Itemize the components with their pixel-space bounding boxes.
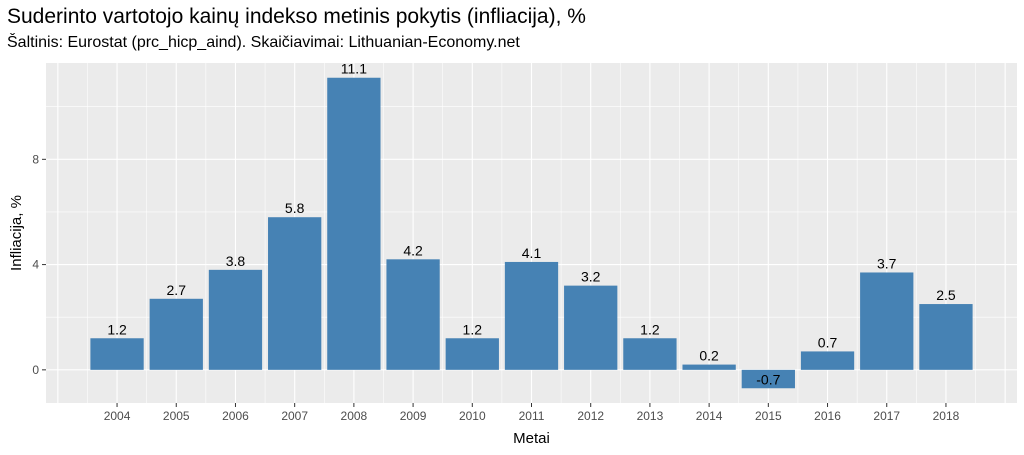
bar-label-2007: 5.8 bbox=[285, 200, 305, 216]
chart-subtitle: Šaltinis: Eurostat (prc_hicp_aind). Skai… bbox=[7, 34, 520, 51]
bar-2007 bbox=[268, 217, 322, 370]
x-tick-label: 2005 bbox=[163, 409, 190, 423]
x-tick-label: 2009 bbox=[400, 409, 427, 423]
bar-label-2018: 2.5 bbox=[936, 287, 956, 303]
bar-2011 bbox=[504, 261, 559, 370]
bar-label-2011: 4.1 bbox=[522, 245, 542, 261]
x-axis-title: Metai bbox=[513, 430, 550, 447]
y-tick-label: 4 bbox=[32, 258, 39, 272]
y-tick-label: 8 bbox=[32, 152, 39, 166]
bar-label-2006: 3.8 bbox=[226, 253, 246, 269]
bar-label-2009: 4.2 bbox=[403, 242, 423, 258]
y-axis-title: Infliacija, % bbox=[8, 195, 25, 271]
bar-2009 bbox=[386, 259, 440, 370]
y-axis: 0 4 8 bbox=[32, 152, 46, 377]
bar-label-2005: 2.7 bbox=[167, 282, 187, 298]
x-tick-label: 2012 bbox=[577, 409, 604, 423]
bar-2010 bbox=[445, 338, 499, 370]
bar-2014 bbox=[682, 364, 736, 370]
x-tick-label: 2004 bbox=[104, 409, 131, 423]
bar-label-2010: 1.2 bbox=[463, 321, 483, 337]
bar-labels: 1.2 2.7 3.8 5.8 11.1 4.2 1.2 4.1 3.2 1.2 0.2 -0.7 0.… bbox=[107, 61, 956, 388]
x-axis: 2004 2005 2006 2007 2008 2009 2010 2011 2012 2013… bbox=[104, 403, 960, 423]
bars bbox=[90, 77, 973, 389]
grid-minor bbox=[46, 63, 1017, 403]
x-tick-label: 2013 bbox=[637, 409, 664, 423]
bar-label-2014: 0.2 bbox=[699, 348, 719, 364]
bar-label-2016: 0.7 bbox=[818, 334, 838, 350]
x-tick-label: 2006 bbox=[222, 409, 249, 423]
x-tick-label: 2008 bbox=[341, 409, 368, 423]
x-tick-label: 2015 bbox=[755, 409, 782, 423]
bar-2017 bbox=[860, 272, 914, 370]
x-tick-label: 2017 bbox=[873, 409, 900, 423]
chart-title: Suderinto vartotojo kainų indekso metini… bbox=[7, 5, 586, 28]
x-tick-label: 2018 bbox=[933, 409, 960, 423]
bar-2016 bbox=[800, 351, 855, 370]
bar-2006 bbox=[208, 269, 263, 370]
x-tick-label: 2016 bbox=[814, 409, 841, 423]
bar-2012 bbox=[564, 285, 618, 370]
x-tick-label: 2011 bbox=[519, 409, 545, 423]
bar-2004 bbox=[90, 338, 144, 370]
bar-2008 bbox=[327, 77, 381, 370]
bar-label-2015: -0.7 bbox=[756, 371, 780, 387]
bar-2005 bbox=[149, 298, 203, 370]
x-tick-label: 2010 bbox=[459, 409, 486, 423]
bar-2013 bbox=[623, 338, 677, 370]
bar-label-2012: 3.2 bbox=[581, 269, 601, 285]
bar-label-2008: 11.1 bbox=[341, 61, 367, 77]
y-tick-label: 0 bbox=[32, 363, 39, 377]
x-tick-label: 2007 bbox=[281, 409, 308, 423]
bar-label-2013: 1.2 bbox=[640, 321, 660, 337]
bar-label-2017: 3.7 bbox=[877, 255, 897, 271]
bar-2018 bbox=[919, 304, 973, 370]
bar-2015 bbox=[741, 369, 795, 389]
bar-label-2004: 1.2 bbox=[107, 321, 127, 337]
x-tick-label: 2014 bbox=[696, 409, 723, 423]
